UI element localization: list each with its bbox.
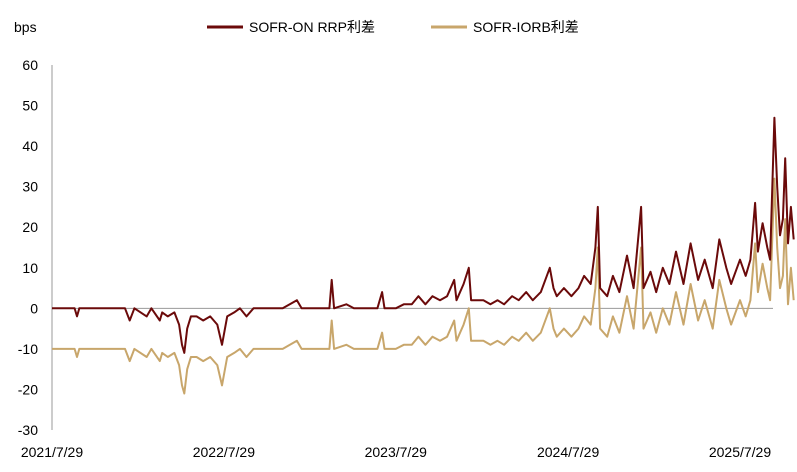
y-tick-label: 0 [30, 300, 38, 316]
x-tick-label: 2021/7/29 [21, 444, 83, 460]
series-group [52, 116, 795, 395]
legend: SOFR-ON RRP利差 SOFR-IORB利差 [207, 19, 579, 35]
y-tick-label: 30 [22, 179, 38, 195]
x-tick-label: 2024/7/29 [537, 444, 599, 460]
y-tick-label: 10 [22, 260, 38, 276]
x-tick-label: 2025/7/29 [709, 444, 771, 460]
y-tick-label: -30 [18, 422, 38, 438]
y-tick-label: 20 [22, 219, 38, 235]
y-tick-label: -20 [18, 381, 38, 397]
axes [51, 65, 773, 430]
x-tick-label: 2022/7/29 [193, 444, 255, 460]
y-axis-unit-label: bps [14, 19, 37, 35]
series-line-sofr-iorb [52, 177, 795, 395]
y-tick-label: 50 [22, 98, 38, 114]
y-tick-label: 60 [22, 57, 38, 73]
series-line-sofr-onrrp [52, 116, 795, 354]
y-tick-label: -10 [18, 341, 38, 357]
x-axis-ticks: 2021/7/29 2022/7/29 2023/7/29 2024/7/29 2025… [21, 444, 771, 460]
x-tick-label: 2023/7/29 [365, 444, 427, 460]
y-tick-label: 40 [22, 138, 38, 154]
y-axis-ticks: 60 50 40 30 20 10 0 -10 -20 -30 [18, 57, 38, 438]
legend-label-sofr-iorb: SOFR-IORB利差 [473, 19, 579, 35]
legend-label-sofr-onrrp: SOFR-ON RRP利差 [249, 19, 375, 35]
